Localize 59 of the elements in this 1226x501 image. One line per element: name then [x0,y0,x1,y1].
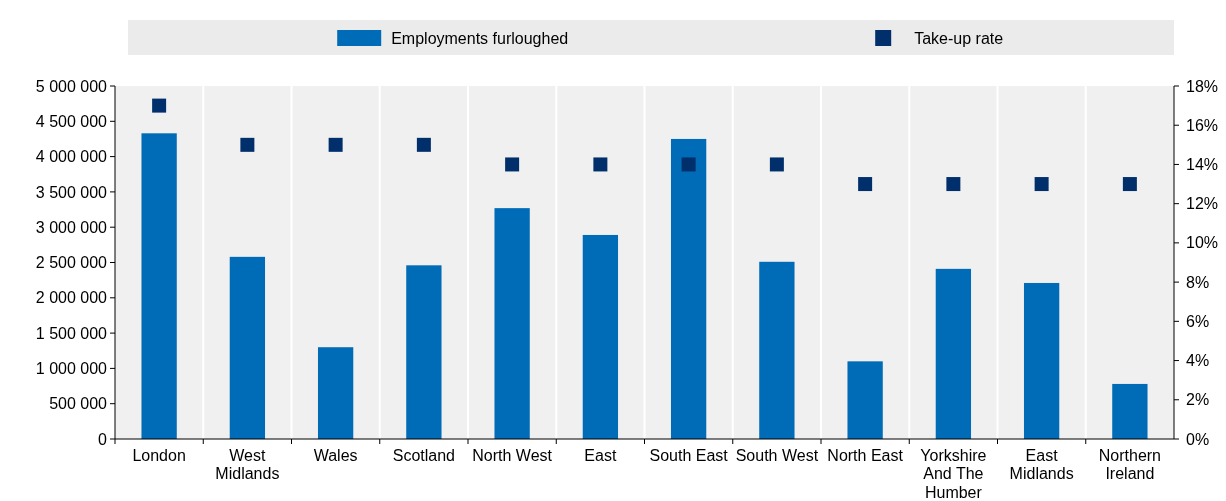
y-tick-label: 4 000 000 [35,148,108,166]
y2-tick-label: 8% [1186,273,1210,291]
x-tick-label: South East [649,447,729,464]
y-tick-label: 2 500 000 [35,254,108,272]
y-tick-label: 3 500 000 [35,183,108,201]
point [328,137,343,152]
point [152,98,167,113]
point [416,137,431,152]
x-tick-label: South West [735,447,819,464]
y-tick-label: 500 000 [49,395,108,413]
x-tick-label: Yorkshire And The Humber [920,447,987,501]
x-tick-label: Northern Ireland [1098,447,1161,483]
x-tick-label: North West [472,447,553,464]
bar [847,361,883,439]
bar [1023,282,1060,439]
legend-label: Take-up rate [914,29,1004,47]
bar [1112,383,1148,439]
bar [935,268,972,439]
x-tick-label: East [584,447,617,464]
legend-label: Employments furloughed [391,29,569,47]
y2-tick-label: 14% [1186,156,1219,174]
y2-tick-label: 4% [1186,352,1210,370]
y2-tick-label: 2% [1186,391,1210,409]
y-tick-label: 5 000 000 [35,77,108,95]
point [593,157,608,172]
x-tick-label: East Midlands [1009,447,1074,483]
point [505,157,520,172]
point [858,177,873,192]
y2-tick-label: 18% [1186,77,1219,95]
y-tick-label: 2 000 000 [35,289,108,307]
x-tick-label: North East [827,447,904,464]
bar [141,133,177,439]
y2-tick-label: 0% [1186,430,1210,448]
bar [317,347,354,439]
y-tick-label: 4 500 000 [35,112,108,130]
y2-tick-label: 10% [1186,234,1219,252]
y2-tick-label: 16% [1186,116,1219,134]
x-tick-label: London [132,447,186,464]
bar [229,256,266,439]
bar [670,138,707,439]
y-tick-label: 1 000 000 [35,360,108,377]
y2-tick-label: 6% [1186,312,1210,330]
point [1122,177,1137,192]
y-tick-label: 0 [98,430,108,448]
y-tick-label: 1 500 000 [35,324,108,342]
bar [759,261,795,439]
bar [494,208,530,439]
point [946,177,961,192]
point [769,157,784,172]
point [681,157,696,172]
x-tick-label: Scotland [392,447,456,464]
x-tick-label: West Midlands [215,447,280,483]
point [240,137,255,152]
bar [406,265,442,439]
x-tick-label: Wales [313,447,358,464]
y2-tick-label: 12% [1186,195,1219,213]
point [1034,177,1049,192]
y-tick-label: 3 000 000 [35,218,108,236]
bar [582,234,619,439]
